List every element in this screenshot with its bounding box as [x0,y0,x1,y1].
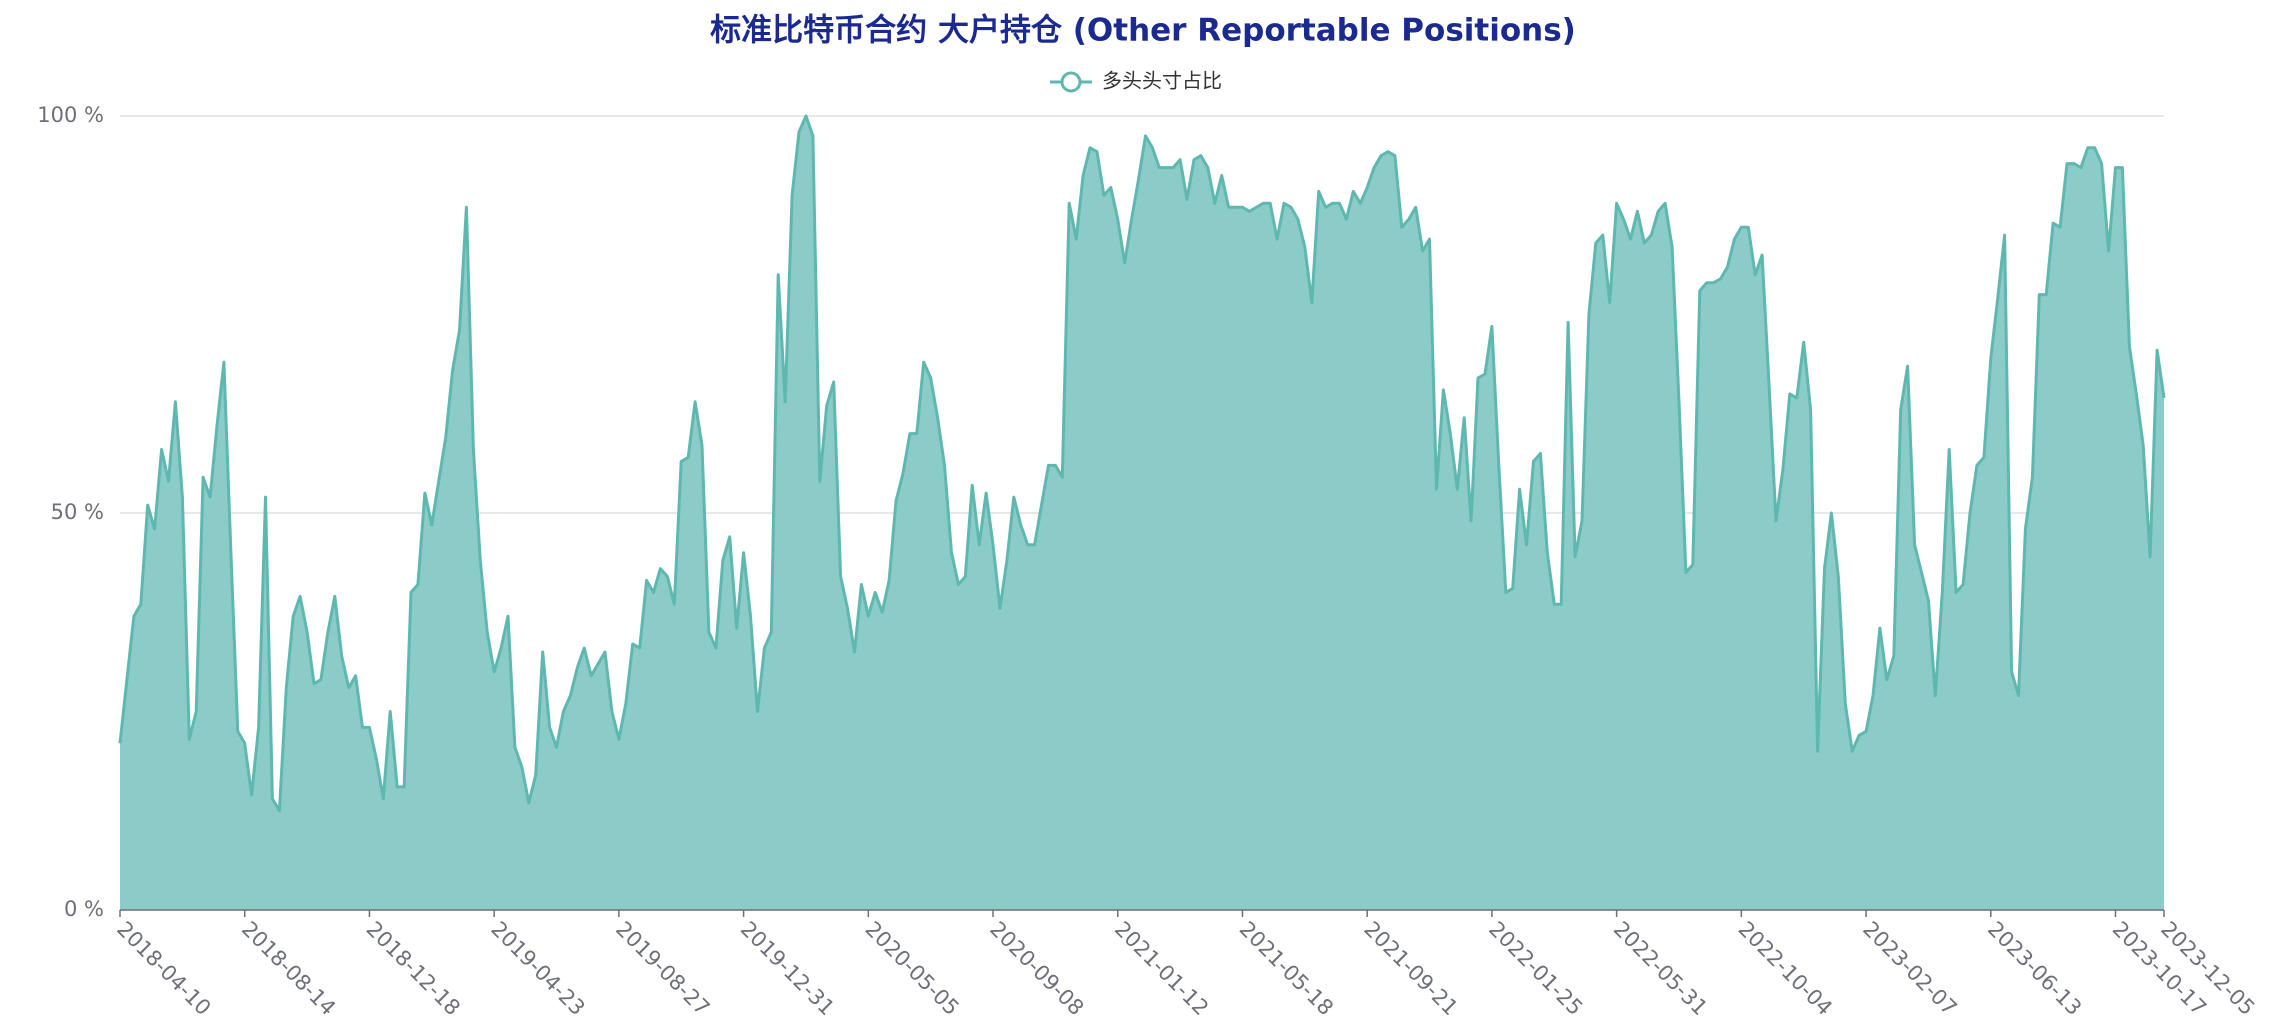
x-tick-label: 2023-02-07 [1858,917,1961,1020]
x-tick-label: 2018-04-10 [112,917,215,1020]
x-tick-label: 2020-09-08 [985,917,1088,1020]
x-tick-label: 2018-12-18 [362,917,465,1020]
y-tick-label: 0 % [64,897,104,921]
x-tick-label: 2019-04-23 [486,917,589,1020]
x-tick-label: 2022-10-04 [1734,917,1837,1020]
x-tick-label: 2019-08-27 [611,917,714,1020]
legend-label: 多头头寸占比 [1102,69,1222,93]
x-tick-label: 2021-09-21 [1359,917,1462,1020]
legend-marker [1060,71,1082,93]
line [118,114,2166,813]
x-tick-label: 2022-01-25 [1484,917,1587,1020]
x-tick-label: 2019-12-31 [736,917,839,1020]
x-tick-label: 2022-05-31 [1609,917,1712,1020]
x-tick-label: 2021-01-12 [1110,917,1213,1020]
x-tick-label: 2018-08-14 [237,917,340,1020]
y-tick-label: 100 % [37,103,104,127]
chart-title: 标准比特币合约 大户持仓 (Other Reportable Positions… [710,13,1576,49]
y-tick-label: 50 % [51,500,104,524]
x-tick-label: 2020-05-05 [861,917,964,1020]
area [120,116,2164,910]
x-tick-label: 2023-06-13 [1983,917,2086,1020]
x-tick-label: 2021-05-18 [1235,917,1338,1020]
